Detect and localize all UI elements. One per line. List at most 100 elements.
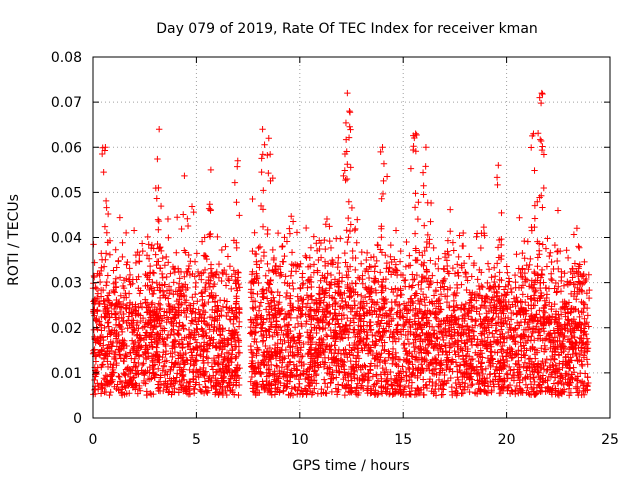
data-point	[344, 325, 351, 333]
data-point	[478, 230, 485, 237]
data-point	[347, 308, 355, 315]
data-point	[504, 387, 511, 395]
data-point	[145, 241, 152, 248]
data-point	[532, 314, 539, 321]
data-point	[507, 367, 514, 374]
data-point	[190, 362, 198, 369]
data-point	[574, 373, 581, 380]
data-point	[290, 262, 297, 269]
data-point	[546, 299, 553, 306]
data-point	[438, 391, 445, 399]
data-point	[579, 272, 587, 279]
data-point	[393, 292, 401, 300]
data-point	[210, 356, 218, 364]
data-point	[444, 237, 452, 244]
data-point	[584, 386, 591, 393]
data-point	[531, 362, 538, 370]
data-point	[188, 317, 195, 324]
data-point	[272, 324, 279, 331]
data-point	[378, 337, 385, 344]
data-point	[462, 353, 470, 360]
data-point	[287, 337, 294, 344]
data-point	[551, 285, 558, 292]
data-point	[394, 322, 401, 329]
data-point	[494, 181, 501, 189]
data-point	[222, 282, 230, 289]
data-point	[167, 270, 174, 277]
data-point	[517, 385, 524, 393]
data-point	[265, 135, 272, 142]
data-point	[503, 357, 511, 365]
data-point	[297, 295, 305, 302]
data-point	[554, 391, 561, 398]
data-point	[339, 382, 346, 389]
data-point	[347, 164, 354, 171]
data-point	[443, 314, 450, 322]
data-point	[302, 252, 309, 260]
data-point	[193, 250, 201, 257]
data-point	[354, 274, 362, 281]
data-point	[396, 356, 404, 363]
data-point	[324, 383, 331, 391]
data-point	[175, 327, 182, 334]
data-point	[462, 300, 469, 308]
data-point	[332, 346, 339, 354]
data-point	[412, 292, 419, 299]
data-point	[268, 289, 276, 296]
data-point	[142, 329, 150, 336]
data-point	[459, 242, 467, 250]
data-point	[455, 253, 462, 261]
data-point	[190, 389, 198, 397]
data-point	[572, 320, 579, 327]
data-point	[468, 370, 475, 377]
data-point	[477, 330, 485, 337]
data-point	[411, 348, 418, 355]
data-point	[344, 283, 352, 291]
data-point	[393, 267, 400, 274]
data-point	[442, 325, 449, 332]
data-point	[295, 337, 303, 344]
data-point	[149, 358, 157, 366]
data-point	[262, 272, 269, 279]
data-point	[364, 376, 371, 384]
data-point	[123, 342, 130, 350]
data-point	[357, 260, 365, 267]
data-point	[92, 317, 100, 324]
data-point	[445, 270, 452, 277]
data-point	[556, 322, 563, 329]
data-point	[99, 361, 107, 368]
data-point	[278, 271, 285, 278]
data-point	[104, 363, 112, 371]
data-point	[466, 374, 474, 382]
data-point	[413, 331, 420, 338]
data-point	[581, 321, 589, 329]
data-point	[227, 375, 234, 383]
data-point	[319, 325, 326, 333]
data-point	[148, 301, 155, 308]
data-point	[160, 325, 168, 332]
data-point	[559, 364, 566, 371]
data-point	[505, 328, 512, 336]
data-point	[485, 308, 493, 315]
data-point	[251, 389, 259, 396]
data-point	[537, 293, 544, 300]
data-point	[487, 371, 494, 378]
data-point	[234, 277, 241, 284]
data-point	[352, 254, 359, 262]
data-point	[517, 298, 524, 305]
data-point	[481, 337, 488, 345]
data-point	[565, 279, 573, 287]
data-point	[335, 283, 342, 290]
data-point	[514, 369, 521, 376]
data-point	[468, 382, 475, 389]
data-point	[189, 368, 197, 375]
data-point	[344, 314, 351, 322]
data-point	[402, 331, 409, 339]
data-point	[460, 260, 468, 267]
data-point	[153, 340, 161, 348]
data-point	[564, 254, 572, 262]
data-point	[339, 305, 346, 312]
data-point	[534, 198, 541, 205]
data-point	[219, 346, 226, 353]
data-point	[153, 195, 161, 202]
